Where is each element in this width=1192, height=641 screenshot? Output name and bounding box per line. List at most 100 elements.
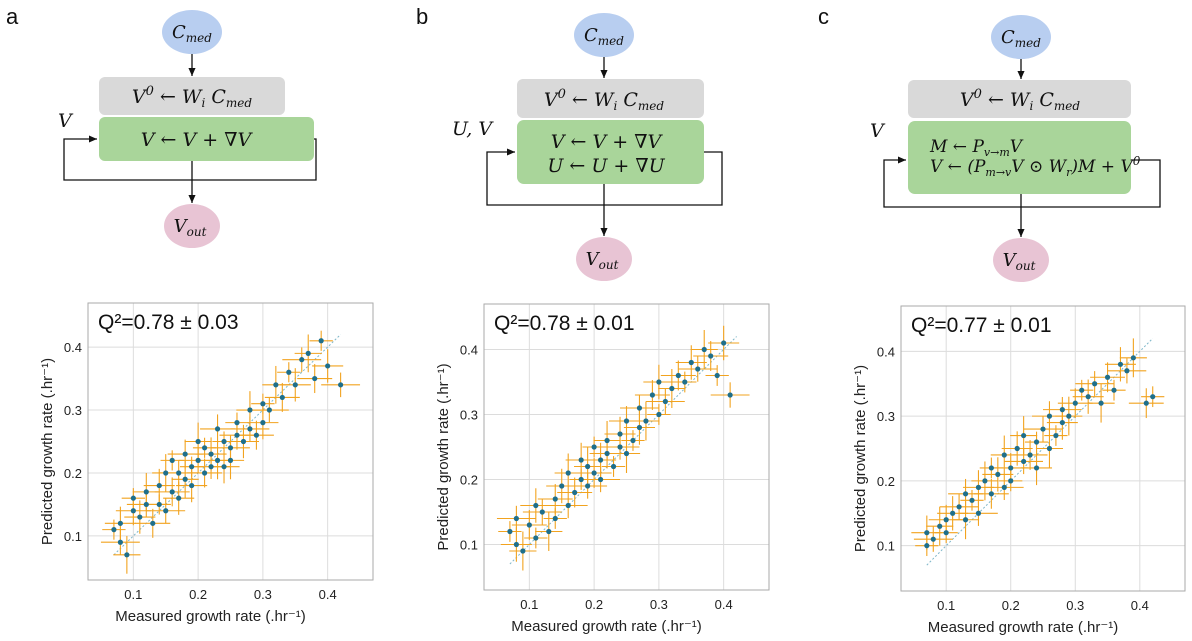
data-point — [247, 426, 253, 432]
data-point — [227, 457, 234, 463]
data-point — [636, 405, 643, 411]
data-point — [189, 464, 195, 470]
data-point — [565, 470, 571, 476]
y-axis-label: Predicted growth rate (.hr⁻¹) — [435, 363, 452, 550]
data-point — [195, 438, 201, 445]
data-point — [1066, 413, 1072, 419]
q2-label: Q²=0.78 ± 0.03 — [98, 311, 239, 334]
x-tick-label: 0.3 — [254, 587, 272, 602]
data-point — [286, 369, 292, 375]
data-point — [617, 444, 623, 450]
panel-c-update-line-2: V ← (Pm→vV ⊙ Wr)M + V0 — [930, 154, 1141, 179]
data-points — [100, 330, 361, 574]
data-point — [1014, 445, 1020, 452]
data-point — [1027, 452, 1033, 458]
data-point — [688, 359, 694, 366]
data-point — [962, 491, 969, 497]
y-tick-label: 0.2 — [64, 466, 82, 481]
data-point — [150, 520, 156, 526]
data-point — [1079, 387, 1085, 393]
data-point — [279, 394, 285, 401]
x-axis-label: Measured growth rate (.hr⁻¹) — [511, 618, 701, 635]
data-point — [214, 457, 221, 463]
data-point — [1130, 355, 1136, 361]
data-point — [539, 509, 545, 515]
data-point — [1104, 374, 1111, 380]
data-point — [662, 398, 668, 405]
data-point — [312, 375, 318, 382]
data-point — [176, 470, 182, 476]
data-point — [708, 353, 714, 359]
data-point — [630, 437, 636, 444]
data-point — [1021, 458, 1027, 465]
data-point — [585, 483, 591, 489]
data-point — [189, 482, 195, 489]
panel-c-input-node — [991, 15, 1051, 59]
data-point — [176, 495, 182, 501]
data-point — [117, 539, 123, 545]
plot-frame — [483, 303, 770, 591]
data-point — [208, 451, 214, 457]
x-tick-label: 0.2 — [585, 597, 603, 612]
data-point — [533, 535, 539, 541]
data-point — [559, 483, 565, 489]
data-point — [1033, 465, 1040, 471]
data-point — [727, 392, 733, 398]
data-point — [623, 450, 630, 457]
panel-a-loop-arrow — [63, 135, 317, 181]
data-points — [496, 325, 750, 571]
data-point — [1053, 432, 1059, 439]
data-point — [721, 340, 727, 346]
y-axis-label: Predicted growth rate (.hr⁻¹) — [39, 358, 56, 545]
data-point — [1008, 465, 1014, 471]
data-point — [565, 502, 571, 509]
data-point — [675, 372, 681, 379]
data-point — [266, 407, 272, 413]
y-tick-label: 0.3 — [64, 403, 82, 418]
data-point — [318, 338, 324, 344]
data-point — [1008, 478, 1014, 484]
panel-a-update-line-1: V ← V + ∇V — [141, 129, 254, 151]
data-point — [137, 514, 143, 520]
x-tick-label: 0.2 — [189, 587, 207, 602]
data-point — [1092, 381, 1098, 387]
data-point — [597, 457, 604, 463]
data-point — [1059, 419, 1065, 426]
panel-b-letter: b — [416, 4, 428, 29]
panel-c-loop-arrow — [883, 156, 1161, 208]
panel-a-letter: a — [6, 4, 19, 29]
data-point — [969, 497, 975, 503]
data-point — [975, 510, 982, 516]
data-point — [962, 517, 969, 523]
data-point — [610, 463, 617, 470]
panel-b-output-node — [576, 237, 632, 281]
data-point — [937, 523, 943, 529]
data-point — [201, 470, 208, 476]
data-point — [924, 543, 930, 549]
x-tick-label: 0.2 — [1002, 598, 1020, 613]
data-point — [338, 382, 344, 388]
data-point — [117, 520, 123, 526]
data-point — [520, 548, 526, 554]
data-point — [701, 346, 707, 353]
data-point — [1150, 394, 1156, 400]
data-point — [1085, 394, 1091, 400]
data-point — [513, 515, 519, 522]
data-point — [682, 379, 688, 385]
data-point — [208, 464, 214, 470]
data-point — [507, 528, 513, 535]
data-point — [1001, 484, 1007, 490]
data-point — [1143, 400, 1149, 406]
y-tick-label: 0.3 — [460, 408, 478, 423]
panel-b-input-node — [574, 13, 634, 57]
data-point — [552, 515, 558, 522]
y-axis-label: Predicted growth rate (.hr⁻¹) — [852, 365, 869, 552]
data-point — [1046, 445, 1053, 452]
data-point — [156, 501, 162, 508]
diagonal-line — [926, 338, 1154, 566]
data-point — [1040, 426, 1046, 432]
data-point — [552, 496, 558, 502]
data-point — [1059, 407, 1065, 413]
data-point — [1098, 400, 1104, 406]
